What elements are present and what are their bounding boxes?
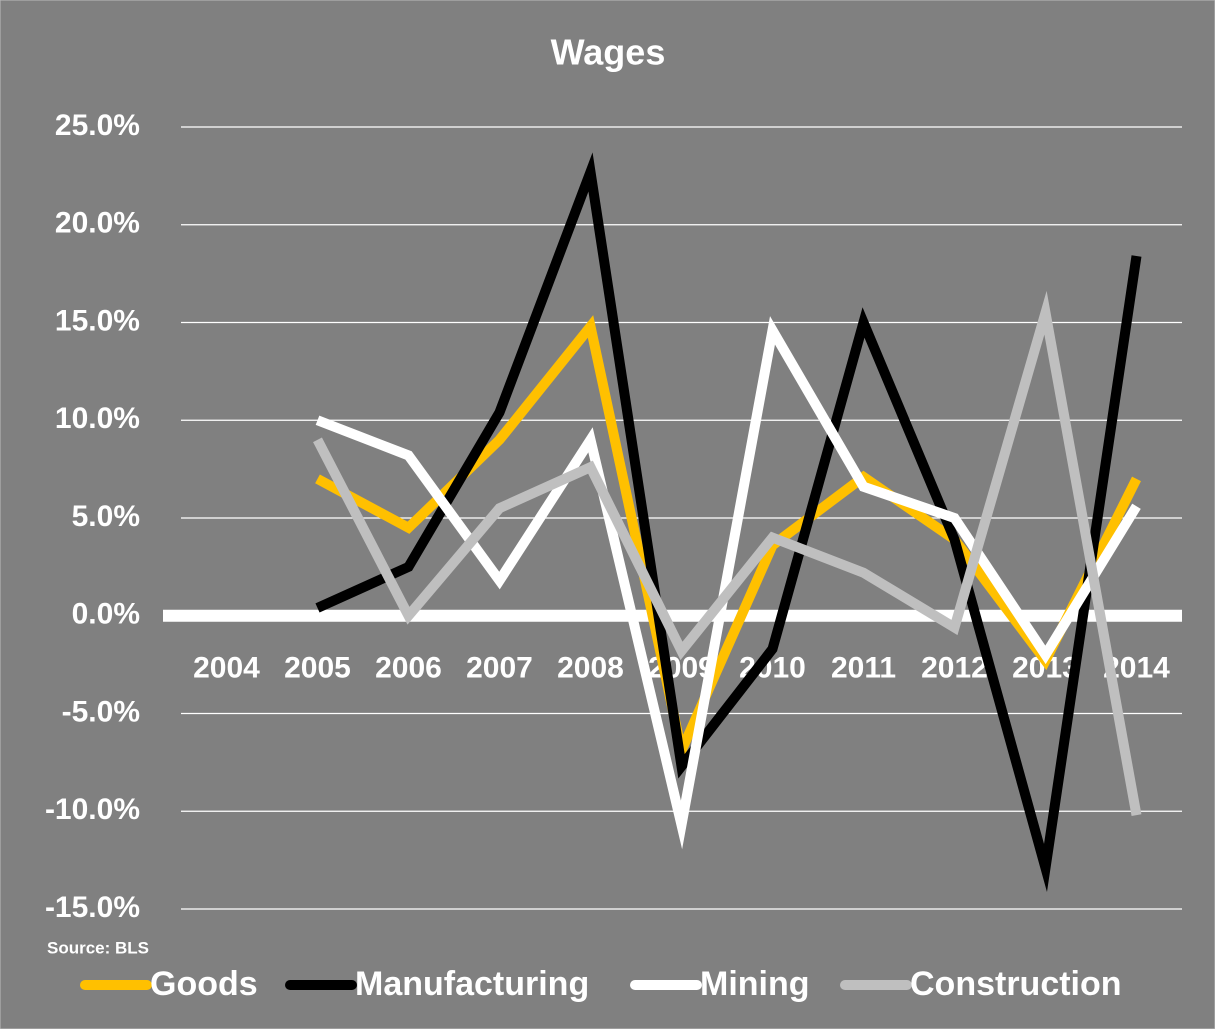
y-tick-label: 20.0% xyxy=(55,207,140,240)
x-tick-label: 2005 xyxy=(284,652,351,685)
y-tick-label: 5.0% xyxy=(72,500,140,533)
x-tick-label: 2012 xyxy=(921,652,988,685)
y-tick-label: -10.0% xyxy=(45,793,140,826)
y-tick-label: 0.0% xyxy=(72,598,140,631)
y-tick-label: 15.0% xyxy=(55,304,140,337)
annotation: Source: BLS xyxy=(47,938,149,957)
x-tick-label: 2011 xyxy=(831,652,896,685)
legend-label: Mining xyxy=(700,965,810,1003)
x-tick-label: 2006 xyxy=(375,652,442,685)
x-tick-label: 2004 xyxy=(193,652,260,685)
y-tick-label: -5.0% xyxy=(62,695,140,728)
x-tick-label: 2007 xyxy=(466,652,533,685)
y-tick-label: 25.0% xyxy=(55,109,140,142)
y-tick-label: -15.0% xyxy=(45,891,140,924)
legend-label: Manufacturing xyxy=(355,965,589,1003)
chart-title: Wages xyxy=(551,32,666,73)
y-tick-label: 10.0% xyxy=(55,402,140,435)
series-line xyxy=(315,316,1141,850)
legend-label: Construction xyxy=(910,965,1122,1003)
x-tick-label: 2008 xyxy=(557,652,624,685)
series-line xyxy=(313,290,1142,817)
legend-label: Goods xyxy=(150,965,258,1003)
series-line xyxy=(315,152,1142,893)
